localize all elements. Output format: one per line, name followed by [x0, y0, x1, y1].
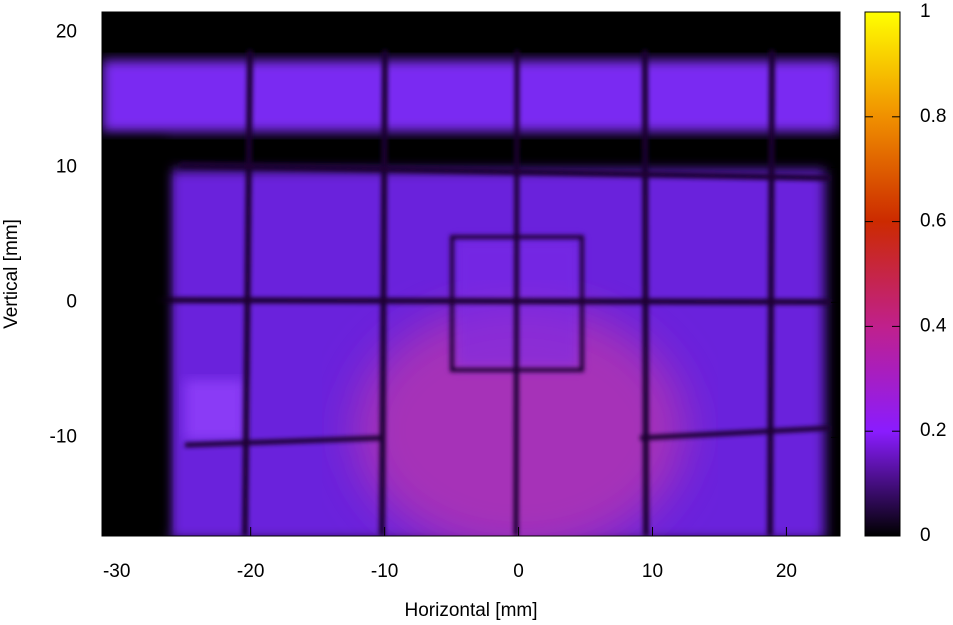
x-tick-label: 0 [513, 561, 524, 582]
colorbar-tick-label: 0.2 [920, 420, 946, 441]
colorbar-tick-label: 0.6 [920, 211, 946, 232]
colorbar [864, 11, 901, 537]
plot-frame [101, 11, 841, 537]
x-tick-label: -10 [371, 561, 398, 582]
x-tick-label: 20 [776, 561, 797, 582]
colorbar-tick-label: 1 [920, 1, 931, 22]
y-tick-label: -10 [50, 426, 77, 447]
colorbar-tick-label: 0 [920, 525, 931, 546]
x-tick-label: -30 [103, 561, 130, 582]
colorbar-tick-label: 0.8 [920, 106, 946, 127]
x-tick-label: -20 [237, 561, 264, 582]
heatmap-image [102, 12, 840, 536]
y-tick-label: 0 [66, 291, 77, 312]
y-tick-label: 20 [56, 21, 77, 42]
y-axis-label: Vertical [mm] [1, 219, 22, 329]
y-tick-label: 10 [56, 156, 77, 177]
x-tick-label: 10 [642, 561, 663, 582]
colorbar-tick-label: 0.4 [920, 315, 947, 336]
x-axis-label: Horizontal [mm] [404, 600, 537, 621]
